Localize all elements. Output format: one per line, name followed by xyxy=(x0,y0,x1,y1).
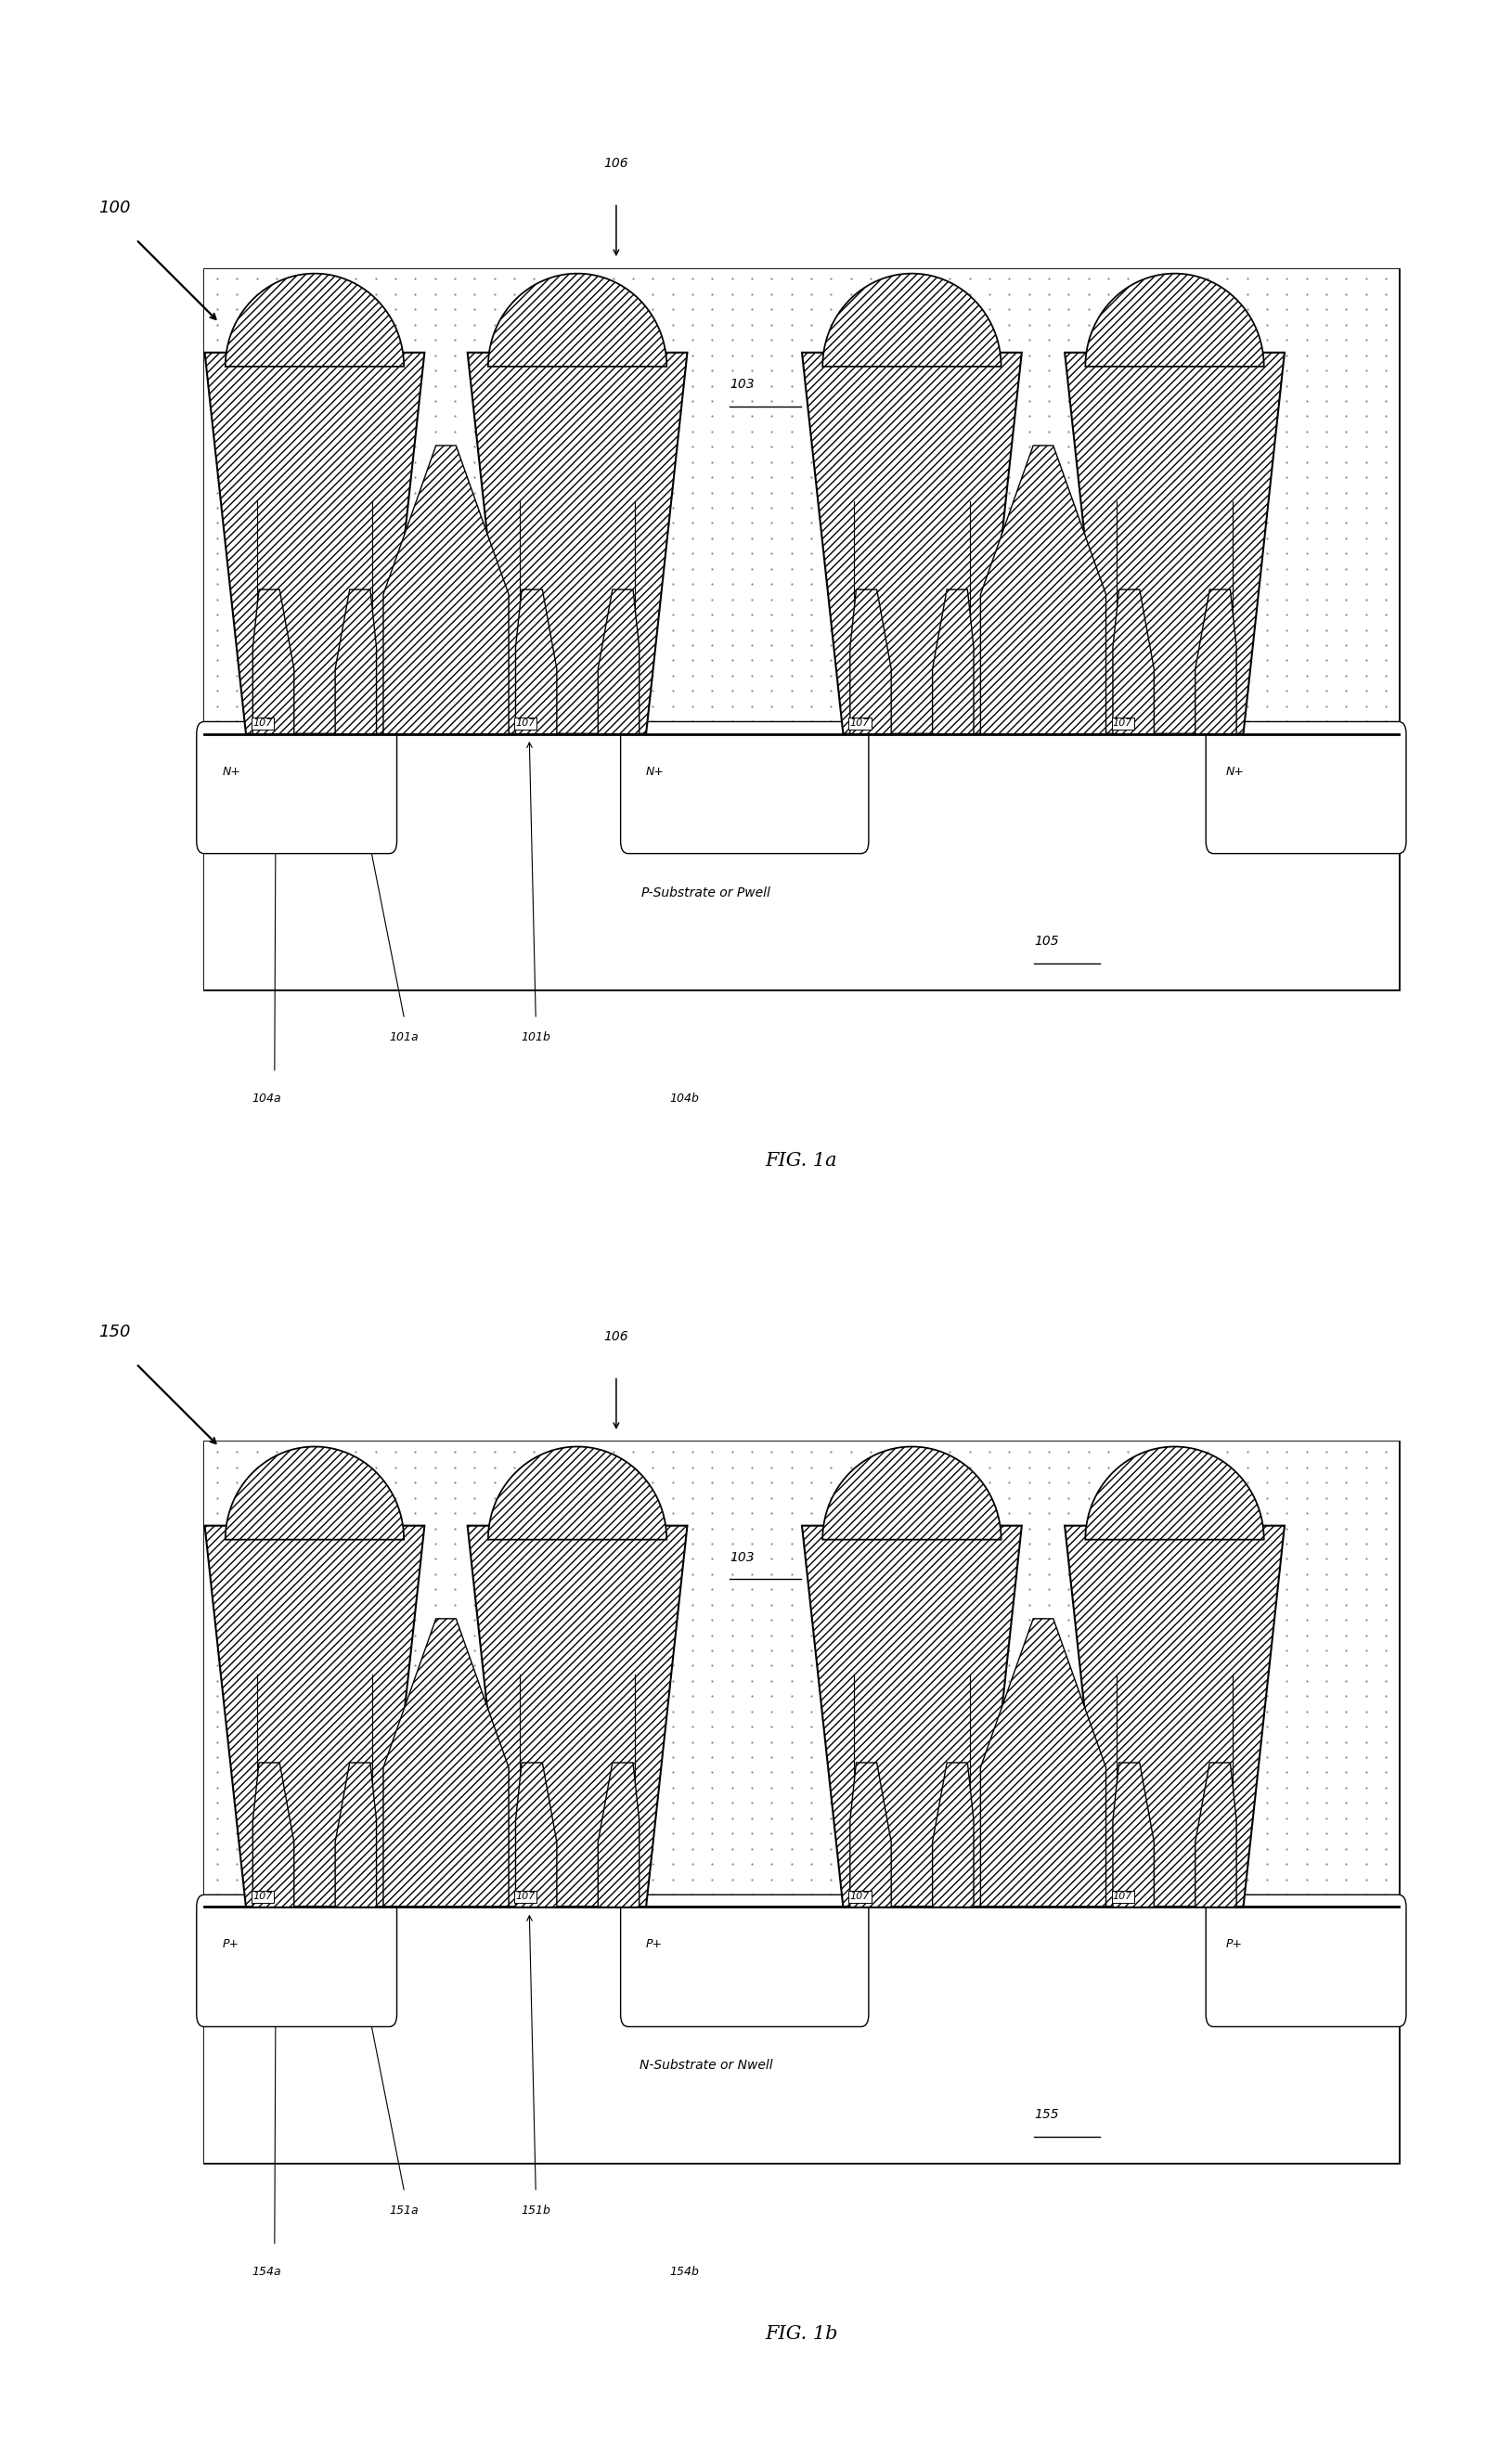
Polygon shape xyxy=(599,589,640,733)
Polygon shape xyxy=(467,352,688,733)
Polygon shape xyxy=(599,1762,640,1906)
Polygon shape xyxy=(336,1762,376,1906)
Text: N+: N+ xyxy=(646,765,665,777)
Text: 104b: 104b xyxy=(670,1092,700,1105)
Text: 107: 107 xyxy=(516,1892,535,1901)
Polygon shape xyxy=(204,1525,425,1906)
Text: 103: 103 xyxy=(730,1552,754,1564)
Polygon shape xyxy=(1064,1525,1285,1906)
Polygon shape xyxy=(253,589,293,733)
Text: 107: 107 xyxy=(253,1892,272,1901)
Text: P-Substrate or Pwell: P-Substrate or Pwell xyxy=(641,887,770,899)
Polygon shape xyxy=(980,1618,1105,1906)
Text: 151a: 151a xyxy=(389,2204,419,2217)
Text: 150: 150 xyxy=(98,1325,130,1339)
Text: 107: 107 xyxy=(253,719,272,728)
Text: 100: 100 xyxy=(98,200,130,215)
Polygon shape xyxy=(384,1618,508,1906)
Text: FIG. 1b: FIG. 1b xyxy=(765,2324,838,2344)
Polygon shape xyxy=(1086,1447,1264,1540)
Text: P+: P+ xyxy=(1225,1938,1241,1950)
Polygon shape xyxy=(204,352,425,733)
FancyBboxPatch shape xyxy=(1207,721,1406,853)
Polygon shape xyxy=(1196,589,1237,733)
Text: 154a: 154a xyxy=(253,2266,281,2278)
Polygon shape xyxy=(1064,352,1285,733)
FancyBboxPatch shape xyxy=(1207,1894,1406,2026)
Polygon shape xyxy=(253,1762,293,1906)
Text: 154b: 154b xyxy=(670,2266,700,2278)
Text: P+: P+ xyxy=(646,1938,662,1950)
Text: 107: 107 xyxy=(1113,719,1132,728)
Polygon shape xyxy=(384,445,508,733)
Polygon shape xyxy=(933,1762,974,1906)
Polygon shape xyxy=(516,589,556,733)
Polygon shape xyxy=(516,1762,556,1906)
Polygon shape xyxy=(850,1762,891,1906)
Polygon shape xyxy=(1086,274,1264,367)
Polygon shape xyxy=(225,1447,404,1540)
Polygon shape xyxy=(823,274,1001,367)
Polygon shape xyxy=(933,589,974,733)
Text: FIG. 1a: FIG. 1a xyxy=(765,1151,838,1171)
Text: 105: 105 xyxy=(1034,936,1058,948)
Text: 151b: 151b xyxy=(520,2204,550,2217)
Text: P+: P+ xyxy=(222,1938,239,1950)
Text: N+: N+ xyxy=(1225,765,1244,777)
Text: 106: 106 xyxy=(603,156,629,171)
Polygon shape xyxy=(467,1525,688,1906)
Bar xyxy=(204,1906,1399,2163)
Text: 107: 107 xyxy=(1113,1892,1132,1901)
Text: 101b: 101b xyxy=(520,1031,550,1044)
Polygon shape xyxy=(823,1447,1001,1540)
FancyBboxPatch shape xyxy=(620,721,868,853)
FancyBboxPatch shape xyxy=(620,1894,868,2026)
Text: 103: 103 xyxy=(730,379,754,391)
Polygon shape xyxy=(801,352,1022,733)
Bar xyxy=(204,269,1399,990)
Polygon shape xyxy=(980,445,1105,733)
Text: 107: 107 xyxy=(850,1892,869,1901)
Text: 101a: 101a xyxy=(389,1031,419,1044)
Text: N+: N+ xyxy=(222,765,240,777)
Polygon shape xyxy=(801,1525,1022,1906)
Text: 106: 106 xyxy=(603,1330,629,1344)
Text: 107: 107 xyxy=(850,719,869,728)
Polygon shape xyxy=(336,589,376,733)
Bar xyxy=(204,733,1399,990)
Bar xyxy=(204,269,1399,733)
Polygon shape xyxy=(488,1447,667,1540)
Bar xyxy=(204,1442,1399,1906)
Text: 155: 155 xyxy=(1034,2109,1058,2121)
Bar xyxy=(204,1442,1399,2163)
Text: 104a: 104a xyxy=(253,1092,281,1105)
Polygon shape xyxy=(1113,1762,1154,1906)
Polygon shape xyxy=(225,274,404,367)
Polygon shape xyxy=(488,274,667,367)
Text: N-Substrate or Nwell: N-Substrate or Nwell xyxy=(640,2060,773,2073)
Polygon shape xyxy=(1196,1762,1237,1906)
Polygon shape xyxy=(850,589,891,733)
Polygon shape xyxy=(1113,589,1154,733)
FancyBboxPatch shape xyxy=(197,1894,396,2026)
FancyBboxPatch shape xyxy=(197,721,396,853)
Text: 107: 107 xyxy=(516,719,535,728)
